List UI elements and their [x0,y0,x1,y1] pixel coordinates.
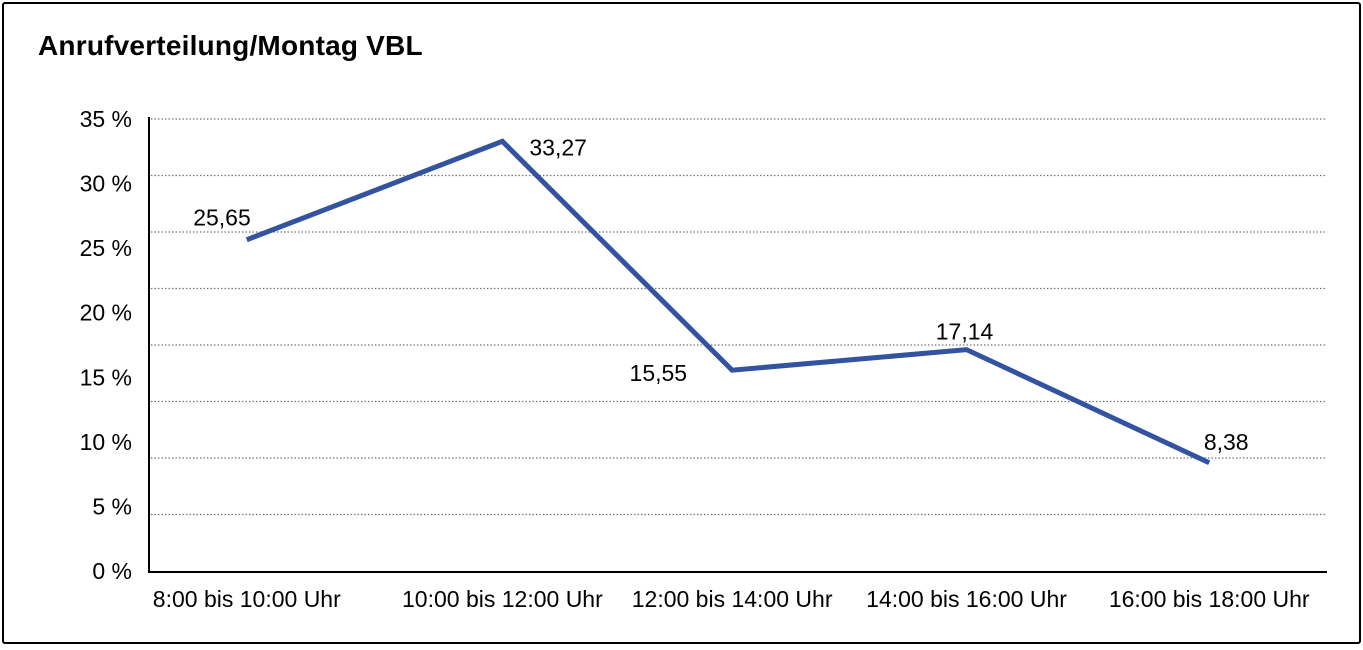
y-tick-label: 15 % [80,364,132,390]
data-point-label: 33,27 [529,134,587,160]
y-tick-label: 0 % [92,558,132,584]
data-point-label: 15,55 [630,360,688,386]
data-line [245,138,1211,466]
chart-title: Anrufverteilung/Montag VBL [38,30,423,61]
data-point-label: 8,38 [1204,429,1249,455]
x-tick-label: 10:00 bis 12:00 Uhr [402,586,603,612]
data-point-label: 17,14 [936,319,994,345]
x-tick-label: 14:00 bis 16:00 Uhr [866,586,1067,612]
y-tick-label: 30 % [80,171,132,197]
y-tick-label: 35 % [80,106,132,132]
x-tick-label: 16:00 bis 18:00 Uhr [1109,586,1310,612]
x-tick-label: 12:00 bis 14:00 Uhr [632,586,833,612]
y-tick-label: 5 % [92,493,132,519]
x-tick-label: 8:00 bis 10:00 Uhr [153,586,341,612]
y-tick-label: 10 % [80,429,132,455]
y-tick-label: 20 % [80,300,132,326]
y-tick-label: 25 % [80,235,132,261]
data-point-label: 25,65 [193,205,251,231]
line-chart: 0 % 5 % 10 % 15 % 20 % 25 % 30 % 35 % 8:00 bis 1… [80,106,1327,612]
